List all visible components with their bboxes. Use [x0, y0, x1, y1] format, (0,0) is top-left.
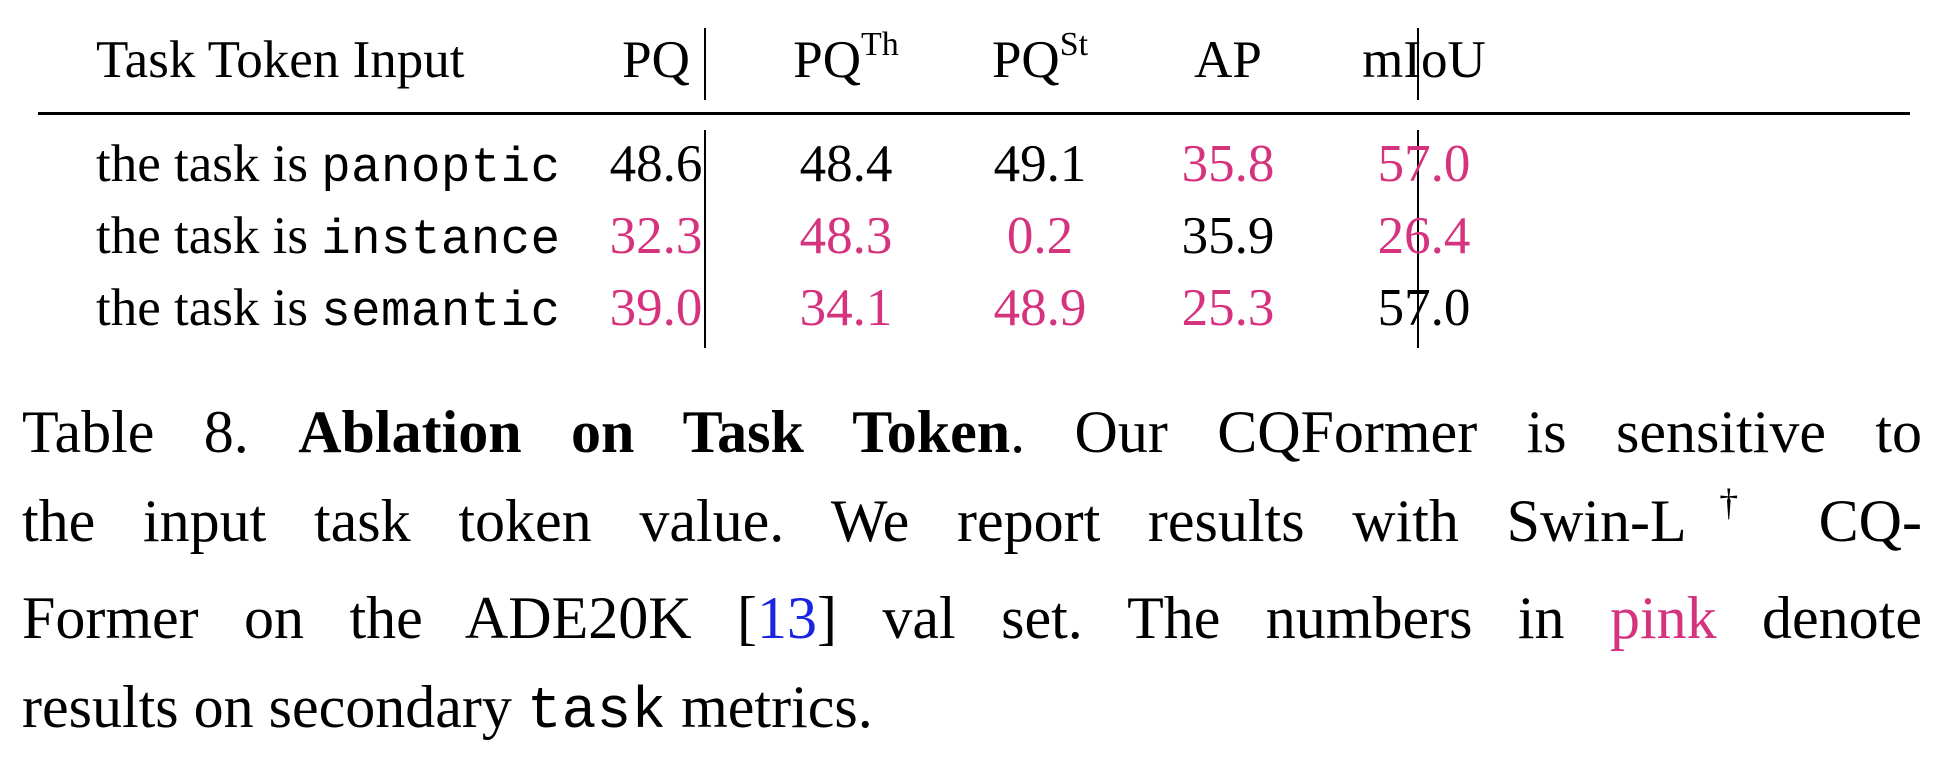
caption-mono-task: task	[526, 680, 667, 745]
row-token: semantic	[321, 284, 561, 340]
pink-word: pink	[1609, 585, 1717, 651]
header-miou: mIoU	[1362, 31, 1486, 89]
header-pq-th-sup: Th	[860, 26, 899, 63]
header-pq: PQ	[622, 31, 690, 89]
cell-pq-st: 48.9	[993, 279, 1087, 337]
caption-title: Ablation on Task Token	[298, 399, 1011, 465]
cell-pq-th: 34.1	[799, 279, 893, 337]
row-prefix: the task is	[96, 279, 322, 337]
header-rule	[38, 112, 1910, 115]
cell-pq-th: 48.4	[799, 135, 893, 193]
caption-text: metrics.	[666, 674, 873, 740]
caption-text: the input task token value. We report re…	[22, 488, 1687, 554]
caption-text: CQ-	[1770, 488, 1922, 554]
header-divider-right	[1417, 28, 1419, 100]
header-pq-st: PQSt	[991, 28, 1088, 89]
body-divider-left	[704, 130, 706, 348]
caption-text: ] val set. The numbers in	[816, 585, 1610, 651]
header-pq-st-sup: St	[1059, 26, 1089, 63]
caption-line-3: Former on the ADE20K [13] val set. The n…	[22, 574, 1922, 663]
header-pq-th: PQTh	[793, 28, 899, 89]
cell-pq-st: 0.2	[1006, 207, 1074, 265]
cell-ap: 35.9	[1181, 207, 1275, 265]
caption-line-2: the input task token value. We report re…	[22, 477, 1922, 574]
cell-ap: 35.8	[1181, 135, 1275, 193]
row-label: the task is semantic	[96, 282, 560, 337]
caption-text: . Our CQFormer is sensitive to	[1010, 399, 1923, 465]
row-label: the task is panoptic	[96, 138, 560, 193]
header-pq-th-base: PQ	[793, 31, 861, 89]
cell-miou: 57.0	[1377, 135, 1471, 193]
caption-text: Former on the ADE20K [	[22, 585, 757, 651]
header-task-token-input: Task Token Input	[96, 31, 465, 89]
header-ap: AP	[1194, 31, 1262, 89]
header-divider-left	[704, 28, 706, 100]
cell-pq: 48.6	[609, 135, 703, 193]
caption-line-1: Table 8. Ablation on Task Token. Our CQF…	[22, 388, 1922, 477]
caption-text: denote	[1716, 585, 1922, 651]
row-label: the task is instance	[96, 210, 560, 265]
cell-pq: 39.0	[609, 279, 703, 337]
results-table: Task Token Input PQ PQTh PQSt AP mIoU th…	[38, 22, 1910, 350]
cell-pq-th: 48.3	[799, 207, 893, 265]
row-prefix: the task is	[96, 207, 322, 265]
row-token: panoptic	[321, 140, 561, 196]
row-prefix: the task is	[96, 135, 322, 193]
cell-pq: 32.3	[609, 207, 703, 265]
cell-miou: 26.4	[1377, 207, 1471, 265]
citation-link[interactable]: 13	[756, 585, 817, 651]
cell-miou: 57.0	[1377, 279, 1471, 337]
table-caption: Table 8. Ablation on Task Token. Our CQF…	[22, 388, 1922, 757]
header-pq-st-base: PQ	[991, 31, 1060, 89]
cell-ap: 25.3	[1181, 279, 1275, 337]
caption-line-4: results on secondary task metrics.	[22, 663, 1922, 757]
caption-label: Table 8.	[22, 399, 249, 465]
row-token: instance	[321, 212, 561, 268]
cell-pq-st: 49.1	[993, 135, 1087, 193]
dagger-mark: †	[1686, 482, 1771, 524]
caption-text: results on secondary	[22, 674, 527, 740]
body-divider-right	[1417, 130, 1419, 348]
